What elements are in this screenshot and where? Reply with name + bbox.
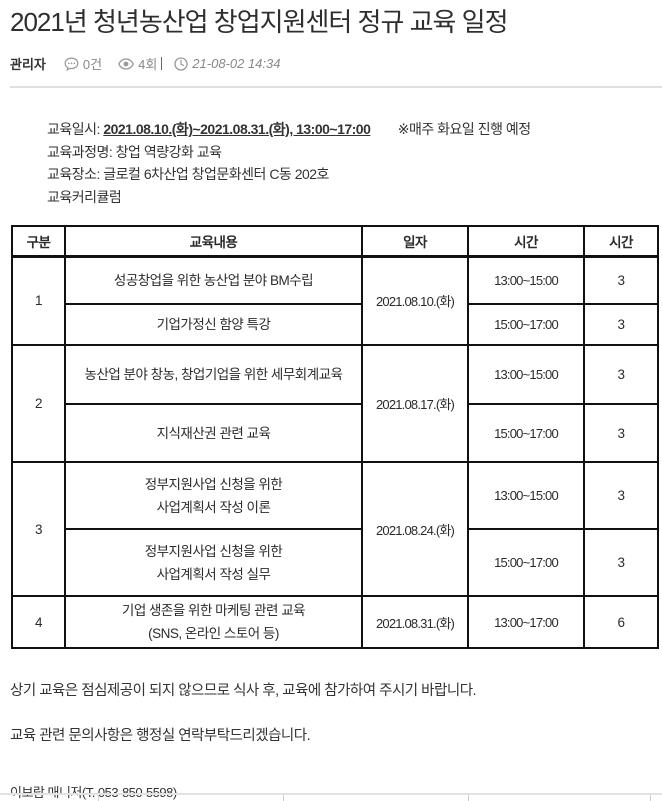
- education-course-line: 교육과정명: 창업 역량강화 교육: [47, 143, 222, 160]
- eye-icon: [118, 57, 134, 70]
- header-cell-time: 시간: [467, 225, 585, 258]
- cell-date: 2021.08.17.(화): [361, 344, 469, 463]
- author-name: 관리자: [10, 57, 46, 72]
- cell-time: 13:00~15:00: [467, 344, 585, 405]
- cell-group-no: 3: [11, 461, 66, 597]
- cell-hours: 3: [583, 403, 659, 463]
- education-place-line: 교육장소: 글로컬 6차산업 창업문화센터 C동 202호: [47, 166, 329, 182]
- curriculum-table: 구분 교육내용 일자 시간 시간 1 성공창업을 위한 농산업 분야 BM수립 20…: [11, 225, 659, 649]
- header-cell-hours: 시간: [583, 225, 659, 258]
- table-row: 정부지원사업 신청을 위한 사업계획서 작성 실무 15:00~17:00 3: [12, 528, 659, 597]
- cell-hours: 3: [583, 303, 659, 346]
- table-row: 4 기업 생존을 위한 마케팅 관련 교육 (SNS, 온라인 스토어 등) 2021…: [11, 595, 659, 649]
- cell-time: 13:00~17:00: [467, 595, 585, 649]
- cell-education-content: 기업가정신 함양 특강: [64, 303, 363, 346]
- clock-icon: [174, 56, 188, 71]
- header-cell-content: 교육내용: [64, 225, 363, 258]
- cell-group-no: 4: [11, 595, 66, 649]
- cell-education-content: 농산업 분야 창농, 창업기업을 위한 세무회계교육: [64, 344, 363, 405]
- cell-date: 2021.08.31.(화): [361, 595, 469, 649]
- cell-education-content: 성공창업을 위한 농산업 분야 BM수립: [64, 255, 363, 305]
- comment-count: 0건: [64, 54, 102, 73]
- cell-group-no: 2: [11, 344, 66, 463]
- post-meta: 관리자 0건 4회 21-08-02 14:34: [10, 54, 652, 73]
- education-schedule-line: 교육일시: 2021.08.10.(화)~2021.08.31.(화), 13:…: [47, 118, 662, 141]
- lunch-notice: 상기 교육은 점심제공이 되지 않으므로 식사 후, 교육에 참가하여 주시기 …: [10, 683, 477, 699]
- view-count: 4회: [118, 54, 157, 73]
- inquiry-notice: 교육 관련 문의사항은 행정실 연락부탁드리겠습니다.: [10, 728, 311, 744]
- cell-date: 2021.08.24.(화): [361, 461, 469, 597]
- cell-education-content: 정부지원사업 신청을 위한 사업계획서 작성 이론: [64, 461, 363, 530]
- cell-hours: 3: [583, 344, 659, 405]
- contact-info: 이보람 매니저(T. 053-850-5598): [10, 785, 177, 800]
- bottom-divider: [0, 793, 662, 795]
- cell-time: 13:00~15:00: [467, 255, 585, 305]
- view-count-label: 4회: [138, 57, 158, 72]
- schedule-value: 2021.08.10.(화)~2021.08.31.(화), 13:00~17:…: [103, 121, 371, 137]
- post-date: 21-08-02 14:34: [174, 56, 280, 71]
- table-row: 지식재산권 관련 교육 15:00~17:00 3: [12, 403, 659, 463]
- post-page: 2021년 청년농산업 창업지원센터 정규 교육 일정 관리자 0건 4회: [0, 6, 662, 801]
- cell-hours: 3: [583, 461, 659, 530]
- page-title: 2021년 청년농산업 창업지원센터 정규 교육 일정: [10, 7, 509, 37]
- cell-group-no: 1: [11, 255, 66, 346]
- table-row: 기업가정신 함양 특강 15:00~17:00 3: [12, 303, 659, 346]
- cell-education-content: 기업 생존을 위한 마케팅 관련 교육 (SNS, 온라인 스토어 등): [64, 595, 363, 649]
- cell-education-content: 정부지원사업 신청을 위한 사업계획서 작성 실무: [64, 528, 363, 597]
- schedule-label: 교육일시:: [47, 121, 100, 137]
- curriculum-label: 교육커리큘럼: [47, 188, 122, 205]
- cell-hours: 3: [583, 255, 659, 305]
- cell-time: 15:00~17:00: [467, 403, 585, 463]
- header-divider: [10, 86, 662, 88]
- table-row: 1 성공창업을 위한 농산업 분야 BM수립 2021.08.10.(화) 13:00…: [11, 255, 659, 346]
- bottom-tick: [283, 795, 284, 801]
- education-info: 교육일시: 2021.08.10.(화)~2021.08.31.(화), 13:…: [47, 118, 662, 208]
- cell-hours: 3: [583, 528, 659, 597]
- schedule-note: ※매주 화요일 진행 예정: [397, 121, 531, 137]
- bottom-tick: [98, 795, 99, 801]
- cell-education-content: 지식재산권 관련 교육: [64, 403, 363, 463]
- cell-time: 15:00~17:00: [467, 528, 585, 597]
- table-row: 3 정부지원사업 신청을 위한 사업계획서 작성 이론 2021.08.24.(화) 1…: [11, 461, 659, 597]
- cell-time: 15:00~17:00: [467, 303, 585, 346]
- comment-bubble-icon: [64, 57, 79, 71]
- bottom-tick: [650, 795, 651, 801]
- cell-date: 2021.08.10.(화): [361, 255, 469, 346]
- cell-time: 13:00~15:00: [467, 461, 585, 530]
- post-date-label: 21-08-02 14:34: [192, 56, 281, 71]
- header-cell-no: 구분: [11, 225, 66, 258]
- curriculum-header-row: 구분 교육내용 일자 시간 시간: [11, 225, 659, 258]
- header-cell-date: 일자: [361, 225, 469, 258]
- cell-hours: 6: [583, 595, 659, 649]
- meta-separator: [161, 57, 163, 70]
- table-row: 2 농산업 분야 창농, 창업기업을 위한 세무회계교육 2021.08.17.(화…: [11, 344, 659, 463]
- bottom-tick: [468, 795, 469, 801]
- comment-count-label: 0건: [82, 57, 103, 72]
